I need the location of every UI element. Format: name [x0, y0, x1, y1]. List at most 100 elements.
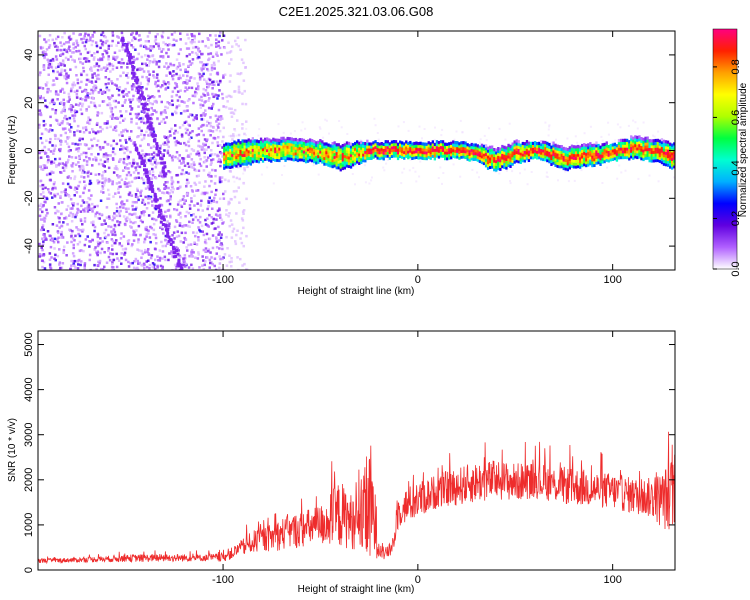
heatmap-cell	[104, 179, 108, 182]
heatmap-line-cell	[347, 150, 351, 154]
heatmap-cell	[149, 102, 152, 105]
heatmap-cell	[58, 123, 62, 126]
heatmap-line-cell	[478, 151, 481, 155]
heatmap-line-cell	[349, 162, 353, 166]
heatmap-line-cell	[358, 144, 361, 148]
heatmap-cell	[205, 139, 208, 143]
heatmap-cell	[173, 141, 177, 144]
heatmap-line-cell	[446, 148, 449, 152]
heatmap-cell	[127, 181, 131, 184]
heatmap-cell	[101, 146, 105, 150]
heatmap-line-cell	[317, 160, 320, 164]
heatmap-line-cell	[529, 153, 533, 157]
heatmap-line-cell	[362, 150, 365, 154]
heatmap-cell	[634, 121, 637, 124]
heatmap-cell	[160, 213, 163, 216]
heatmap-cell	[167, 170, 170, 173]
heatmap-cell	[86, 210, 90, 213]
heatmap-cell	[152, 222, 156, 226]
heatmap-line-cell	[290, 146, 293, 150]
heatmap-line-cell	[386, 140, 389, 144]
heatmap-cell	[69, 89, 73, 93]
heatmap-line-cell	[341, 155, 344, 159]
heatmap-line-cell	[433, 157, 436, 161]
heatmap-line-cell	[223, 143, 226, 147]
heatmap-cell	[82, 159, 86, 162]
heatmap-line-cell	[304, 148, 308, 152]
heatmap-cell	[73, 134, 76, 137]
heatmap-line-cell	[239, 155, 242, 159]
heatmap-cell	[101, 240, 104, 243]
heatmap-line-cell	[515, 159, 518, 163]
heatmap-streak-cell	[159, 156, 163, 160]
heatmap-cell	[169, 198, 172, 201]
heatmap-line-cell	[464, 141, 467, 145]
heatmap-line-cell	[290, 157, 293, 161]
heatmap-cell	[244, 102, 248, 106]
heatmap-cell	[108, 102, 111, 105]
heatmap-line-cell	[423, 148, 426, 152]
heatmap-line-cell	[362, 141, 365, 146]
heatmap-line-cell	[499, 164, 502, 168]
heatmap-cell	[148, 236, 152, 239]
heatmap-cell	[211, 87, 214, 90]
heatmap-line-cell	[558, 147, 561, 152]
heatmap-cell	[70, 108, 73, 111]
heatmap-line-cell	[354, 156, 357, 160]
heatmap-line-cell	[630, 149, 633, 153]
heatmap-cell	[159, 113, 163, 116]
heatmap-line-cell	[386, 145, 389, 150]
heatmap-line-cell	[666, 140, 670, 144]
heatmap-cell	[71, 162, 75, 165]
heatmap-line-cell	[325, 156, 328, 160]
heatmap-cell	[47, 46, 51, 49]
heatmap-cell	[38, 255, 42, 258]
heatmap-line-cell	[615, 155, 619, 159]
heatmap-line-cell	[669, 162, 672, 166]
heatmap-cell	[157, 42, 160, 46]
heatmap-line-cell	[403, 150, 406, 155]
heatmap-cell	[84, 90, 87, 93]
heatmap-cell	[192, 46, 195, 49]
heatmap-line-cell	[249, 142, 252, 146]
heatmap-line-cell	[462, 152, 465, 156]
heatmap-cell	[105, 67, 109, 70]
heatmap-line-cell	[358, 161, 361, 165]
heatmap-cell	[82, 208, 85, 211]
heatmap-cell	[619, 126, 622, 129]
heatmap-cell	[144, 121, 148, 125]
heatmap-line-cell	[642, 149, 645, 153]
heatmap-cell	[170, 99, 174, 102]
heatmap-cell	[97, 216, 100, 220]
heatmap-cell	[121, 169, 125, 172]
heatmap-cell	[140, 138, 144, 142]
heatmap-cell	[132, 83, 135, 86]
heatmap-line-cell	[648, 150, 651, 154]
heatmap-cell	[141, 62, 144, 66]
heatmap-cell	[104, 41, 107, 45]
heatmap-line-cell	[343, 166, 346, 170]
heatmap-line-cell	[405, 154, 408, 158]
heatmap-cell	[112, 229, 116, 232]
heatmap-cell	[66, 100, 69, 103]
heatmap-cell	[47, 66, 50, 70]
heatmap-cell	[96, 182, 100, 185]
heatmap-line-cell	[417, 144, 420, 149]
heatmap-line-cell	[579, 151, 582, 155]
heatmap-cell	[57, 231, 60, 235]
heatmap-line-cell	[239, 161, 242, 165]
heatmap-cell	[64, 127, 67, 130]
heatmap-cell	[232, 190, 236, 193]
snr-xlabel: Height of straight line (km)	[298, 584, 415, 595]
heatmap-cell	[184, 143, 188, 147]
heatmap-line-cell	[470, 148, 473, 152]
heatmap-cell	[163, 149, 166, 152]
heatmap-cell	[143, 263, 146, 267]
heatmap-line-cell	[401, 149, 404, 154]
heatmap-cell	[227, 215, 230, 218]
heatmap-line-cell	[345, 158, 349, 162]
heatmap-line-cell	[380, 144, 383, 149]
heatmap-line-cell	[313, 140, 316, 144]
heatmap-cell	[485, 139, 488, 142]
heatmap-cell	[145, 265, 149, 269]
